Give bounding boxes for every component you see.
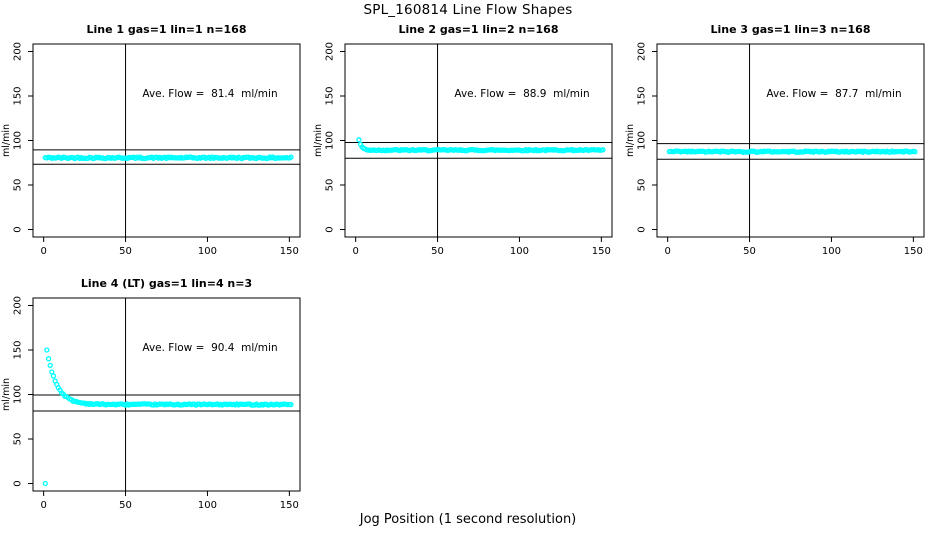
x-tick-label: 150 — [280, 500, 299, 511]
y-tick-label: 100 — [636, 131, 647, 150]
x-tick-label: 100 — [822, 246, 841, 257]
y-axis-ticks: 0 50 100 150 200 — [12, 42, 33, 233]
y-tick-label: 50 — [324, 179, 335, 192]
reference-lines — [345, 44, 612, 237]
x-tick-label: 100 — [510, 246, 529, 257]
x-axis-ticks: 0 50 100 150 — [664, 237, 923, 257]
x-tick-label: 50 — [119, 500, 132, 511]
subplot-title-line-2: Line 2 gas=1 lin=2 n=168 — [398, 23, 559, 36]
subplot-line-3: 0 50 100 150 0 50 100 150 200 ml/min Line 3 gas=1… — [624, 16, 936, 270]
y-tick-label: 150 — [324, 86, 335, 105]
x-tick-label: 0 — [352, 246, 358, 257]
y-tick-label: 0 — [324, 226, 335, 232]
plot-border — [656, 43, 925, 238]
data-points — [666, 148, 918, 155]
plot-border — [32, 43, 301, 238]
ave-flow-annotation-line-2: Ave. Flow = 88.9 ml/min — [454, 88, 590, 100]
x-tick-label: 0 — [40, 246, 46, 257]
data-points — [356, 137, 606, 154]
plot-canvas-line-4: 0 50 100 150 0 50 100 150 200 ml/min — [1, 296, 301, 511]
y-axis-ticks: 0 50 100 150 200 — [12, 296, 33, 487]
y-tick-label: 0 — [12, 480, 23, 486]
y-axis-label: ml/min — [1, 124, 12, 157]
x-axis-ticks: 0 50 100 150 — [352, 237, 611, 257]
ave-flow-annotation-line-3: Ave. Flow = 87.7 ml/min — [766, 88, 902, 100]
plot-canvas-line-3: 0 50 100 150 0 50 100 150 200 ml/min — [625, 42, 925, 257]
y-axis-label: ml/min — [313, 124, 324, 157]
x-tick-label: 150 — [280, 246, 299, 257]
subplot-title-line-1: Line 1 gas=1 lin=1 n=168 — [86, 23, 247, 36]
x-tick-label: 150 — [592, 246, 611, 257]
reference-lines — [33, 44, 300, 237]
y-tick-label: 100 — [324, 131, 335, 150]
y-tick-label: 0 — [636, 226, 647, 232]
subplot-line-1: 0 50 100 150 0 50 100 150 200 ml/min Line 1 gas=1… — [0, 16, 312, 270]
y-tick-label: 100 — [12, 131, 23, 150]
plot-border — [32, 297, 301, 492]
x-tick-label: 100 — [198, 246, 217, 257]
subplot-line-2: 0 50 100 150 0 50 100 150 200 ml/min Line 2 gas=1… — [312, 16, 624, 270]
y-tick-label: 50 — [12, 433, 23, 446]
shared-x-axis-label: Jog Position (1 second resolution) — [359, 512, 577, 527]
plot-border — [344, 43, 613, 238]
x-tick-label: 150 — [904, 246, 923, 257]
figure-title: SPL_160814 Line Flow Shapes — [363, 2, 573, 18]
y-tick-label: 150 — [636, 86, 647, 105]
subplot-title-line-4: Line 4 (LT) gas=1 lin=4 n=3 — [80, 277, 253, 290]
x-tick-label: 0 — [664, 246, 670, 257]
y-tick-label: 200 — [636, 42, 647, 61]
subplot-title-line-3: Line 3 gas=1 lin=3 n=168 — [710, 23, 871, 36]
y-tick-label: 50 — [636, 179, 647, 192]
y-tick-label: 200 — [12, 296, 23, 315]
plot-canvas-line-1: 0 50 100 150 0 50 100 150 200 ml/min — [1, 42, 301, 257]
y-axis-label: ml/min — [625, 124, 636, 157]
y-axis-label: ml/min — [1, 378, 12, 411]
subplot-line-4: 0 50 100 150 0 50 100 150 200 ml/min Line 4 (LT) … — [0, 270, 312, 524]
data-points — [42, 154, 294, 162]
y-tick-label: 50 — [12, 179, 23, 192]
data-points — [42, 347, 294, 487]
x-tick-label: 50 — [431, 246, 444, 257]
x-tick-label: 50 — [119, 246, 132, 257]
reference-lines — [657, 44, 924, 237]
ave-flow-annotation-line-4: Ave. Flow = 90.4 ml/min — [142, 342, 278, 354]
y-tick-label: 150 — [12, 340, 23, 359]
y-axis-ticks: 0 50 100 150 200 — [636, 42, 657, 233]
x-tick-label: 100 — [198, 500, 217, 511]
plot-canvas-line-2: 0 50 100 150 0 50 100 150 200 ml/min — [313, 42, 613, 257]
y-tick-label: 200 — [12, 42, 23, 61]
x-tick-label: 50 — [743, 246, 756, 257]
y-tick-label: 150 — [12, 86, 23, 105]
y-axis-ticks: 0 50 100 150 200 — [324, 42, 345, 233]
ave-flow-annotation-line-1: Ave. Flow = 81.4 ml/min — [142, 88, 278, 100]
reference-lines — [33, 298, 300, 491]
x-axis-ticks: 0 50 100 150 — [40, 237, 299, 257]
y-tick-label: 0 — [12, 226, 23, 232]
x-axis-ticks: 0 50 100 150 — [40, 491, 299, 511]
y-tick-label: 100 — [12, 385, 23, 404]
x-tick-label: 0 — [40, 500, 46, 511]
y-tick-label: 200 — [324, 42, 335, 61]
